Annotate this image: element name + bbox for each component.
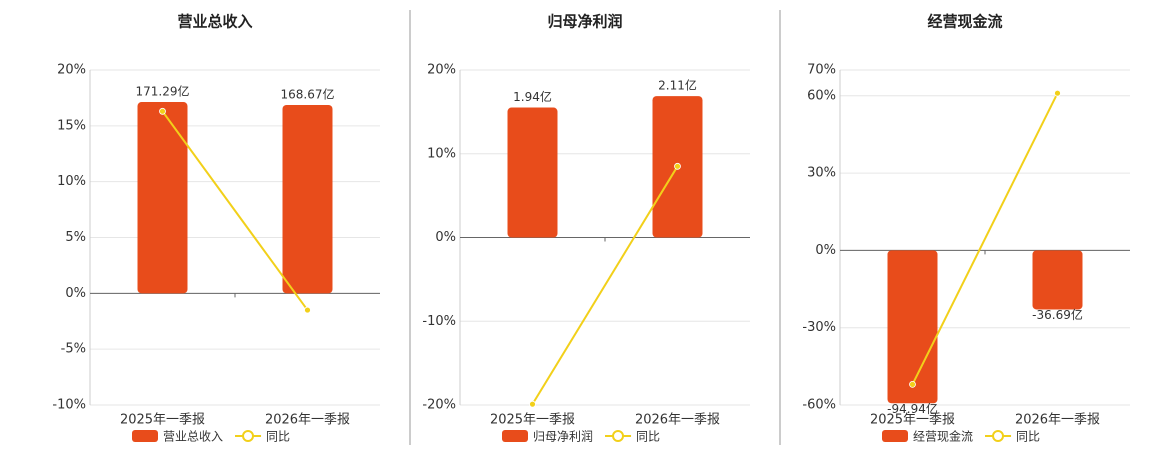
chart-title: 归母净利润 bbox=[547, 13, 622, 31]
legend-label: 经营现金流 bbox=[913, 429, 973, 444]
line bbox=[911, 92, 1059, 385]
line bbox=[531, 165, 679, 405]
y-tick-label: -10% bbox=[52, 398, 86, 413]
x-tick-label: 2025年一季报 bbox=[490, 413, 575, 428]
legend-label: 同比 bbox=[1016, 430, 1040, 444]
bar bbox=[1032, 250, 1083, 310]
legend-swatch bbox=[612, 430, 625, 442]
legend-swatch bbox=[242, 430, 255, 442]
x-tick-label: 2026年一季报 bbox=[635, 413, 720, 428]
line-point bbox=[159, 107, 166, 115]
line bbox=[161, 110, 309, 311]
legend-swatch bbox=[502, 430, 528, 442]
line-point bbox=[909, 380, 916, 388]
y-tick-label: 20% bbox=[57, 63, 86, 78]
chart-title: 营业总收入 bbox=[177, 13, 252, 31]
y-tick-label: 20% bbox=[427, 63, 456, 78]
legend-swatch bbox=[882, 430, 908, 442]
x-tick-label: 2025年一季报 bbox=[870, 413, 955, 428]
value-label: 2.11亿 bbox=[658, 78, 697, 93]
legend-label: 营业总收入 bbox=[163, 430, 223, 444]
y-tick-label: 0% bbox=[815, 243, 836, 258]
y-tick-label: 15% bbox=[57, 118, 86, 133]
y-tick-label: 0% bbox=[65, 286, 86, 301]
y-tick-label: -5% bbox=[61, 342, 86, 357]
x-tick-label: 2025年一季报 bbox=[120, 413, 205, 428]
y-tick-label: 70% bbox=[807, 63, 836, 78]
y-tick-label: -10% bbox=[422, 314, 456, 329]
x-tick-label: 2026年一季报 bbox=[265, 413, 350, 428]
legend-label: 同比 bbox=[636, 430, 660, 444]
line-point bbox=[304, 306, 311, 314]
bar bbox=[137, 102, 188, 294]
legend-label: 同比 bbox=[266, 430, 290, 444]
x-tick-label: 2026年一季报 bbox=[1015, 413, 1100, 428]
line-point bbox=[1054, 89, 1061, 97]
y-tick-label: 0% bbox=[435, 230, 456, 245]
y-tick-label: 60% bbox=[807, 88, 836, 103]
legend-swatch bbox=[132, 430, 158, 442]
y-tick-label: -30% bbox=[802, 320, 836, 335]
y-tick-label: 5% bbox=[65, 230, 86, 245]
y-tick-label: 10% bbox=[57, 174, 86, 189]
value-label: 171.29亿 bbox=[136, 84, 190, 99]
line-point bbox=[674, 162, 681, 170]
y-tick-label: 10% bbox=[427, 146, 456, 161]
value-label: -36.69亿 bbox=[1032, 307, 1083, 322]
chart-title: 经营现金流 bbox=[927, 13, 1002, 31]
bar bbox=[507, 107, 558, 238]
y-tick-label: -60% bbox=[802, 398, 836, 413]
legend-swatch bbox=[992, 430, 1005, 442]
value-label: 1.94亿 bbox=[513, 89, 552, 104]
value-label: 168.67亿 bbox=[281, 86, 335, 101]
value-label: -94.94亿 bbox=[887, 401, 938, 416]
bar bbox=[887, 250, 938, 404]
y-tick-label: -20% bbox=[422, 398, 456, 413]
line-point bbox=[529, 400, 536, 408]
y-tick-label: 30% bbox=[807, 166, 836, 181]
legend-label: 归母净利润 bbox=[533, 430, 593, 444]
bar bbox=[282, 104, 333, 294]
